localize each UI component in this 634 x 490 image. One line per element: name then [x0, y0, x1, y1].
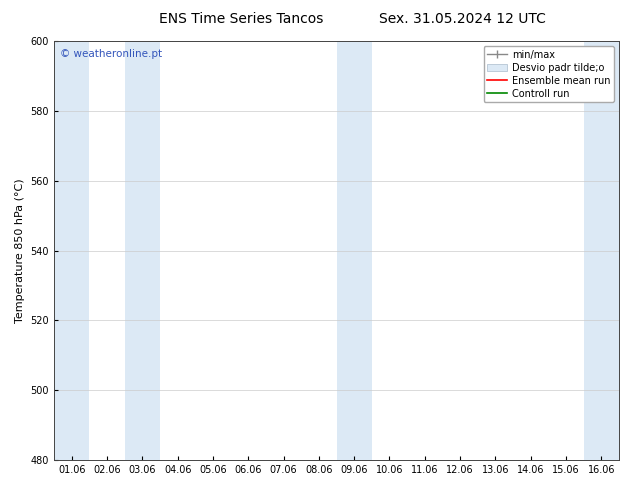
- Bar: [337, 41, 372, 460]
- Bar: [125, 41, 160, 460]
- Text: Sex. 31.05.2024 12 UTC: Sex. 31.05.2024 12 UTC: [379, 12, 547, 26]
- Legend: min/max, Desvio padr tilde;o, Ensemble mean run, Controll run: min/max, Desvio padr tilde;o, Ensemble m…: [484, 46, 614, 102]
- Text: ENS Time Series Tancos: ENS Time Series Tancos: [158, 12, 323, 26]
- Y-axis label: Temperature 850 hPa (°C): Temperature 850 hPa (°C): [15, 178, 25, 323]
- Text: © weatheronline.pt: © weatheronline.pt: [60, 49, 162, 59]
- Bar: [584, 41, 619, 460]
- Bar: [54, 41, 89, 460]
